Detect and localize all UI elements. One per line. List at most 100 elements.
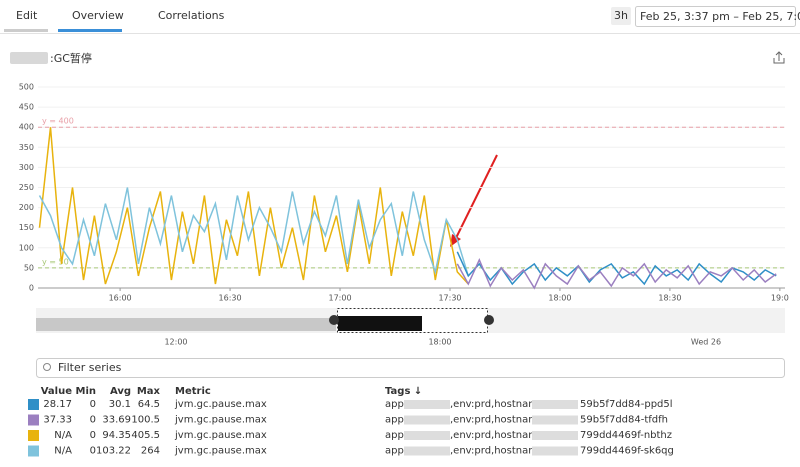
- series-line: [456, 251, 777, 286]
- share-icon[interactable]: [773, 51, 785, 64]
- tag-part: ,env:prd,hostname: [450, 446, 544, 457]
- annotation-arrowhead: [450, 234, 461, 247]
- table-cell: 103.22: [96, 446, 131, 457]
- navigator-label: Wed 26: [691, 338, 721, 347]
- chart-title: :GC暂停: [50, 51, 92, 65]
- table-cell: 264: [141, 446, 160, 457]
- y-tick-label: 300: [19, 163, 34, 172]
- tag-part: app:: [385, 446, 407, 457]
- y-tick-label: 50: [24, 263, 34, 272]
- series-swatch: [28, 445, 39, 457]
- table-cell: 33.69: [102, 415, 131, 426]
- table-header: Max: [137, 386, 161, 397]
- y-tick-label: 400: [19, 123, 34, 132]
- time-preset[interactable]: 3h: [614, 9, 628, 22]
- tag-part: 799dd4469f-sk6qg: [580, 446, 674, 457]
- navigator-handle[interactable]: [329, 315, 339, 325]
- tag-part: ,env:prd,hostname: [450, 415, 544, 426]
- table-cell: jvm.gc.pause.max: [174, 415, 267, 426]
- x-tick-label: 17:30: [438, 294, 461, 303]
- filter-box[interactable]: [36, 358, 785, 378]
- table-cell: 37.33: [43, 415, 72, 426]
- navigator-label: 12:00: [164, 338, 187, 347]
- table-header: Tags ↓: [385, 386, 422, 397]
- blurred-tag: [532, 431, 578, 440]
- series-line: [456, 258, 777, 290]
- y-tick-label: 500: [19, 83, 34, 92]
- table-cell: 0: [90, 415, 96, 426]
- table-cell: jvm.gc.pause.max: [174, 430, 267, 441]
- share-icon-path[interactable]: [773, 51, 785, 64]
- tag-part: 799dd4469f-nbthz: [580, 430, 672, 441]
- table-cell: N/A: [54, 446, 72, 457]
- time-range[interactable]: Feb 25, 3:37 pm – Feb 25, 7:01 pm: [640, 10, 800, 23]
- table-cell: jvm.gc.pause.max: [174, 446, 267, 457]
- table-cell: 0: [90, 446, 96, 457]
- y-tick-label: 350: [19, 143, 34, 152]
- table-cell: 405.5: [131, 430, 160, 441]
- navigator-handle[interactable]: [484, 315, 494, 325]
- table-cell: 0: [90, 430, 96, 441]
- tab-overview[interactable]: Overview: [72, 9, 124, 22]
- x-tick-label: 18:30: [658, 294, 681, 303]
- x-tick-label: 18:00: [548, 294, 571, 303]
- y-tick-label: 100: [19, 243, 34, 252]
- y-tick-label: 200: [19, 203, 34, 212]
- series-swatch: [28, 399, 39, 410]
- tag-part: app:: [385, 430, 407, 441]
- marker-label: y = 400: [42, 117, 74, 126]
- y-tick-label: 250: [19, 183, 34, 192]
- blurred-tag: [532, 446, 578, 456]
- table-header: Value: [41, 386, 72, 397]
- table-header: Min: [76, 386, 97, 397]
- table-cell: 30.1: [109, 399, 131, 410]
- search-icon: [43, 363, 51, 371]
- table-cell: 64.5: [138, 399, 160, 410]
- tab-correlations[interactable]: Correlations: [158, 9, 225, 22]
- blurred-tag: [404, 431, 450, 440]
- preset-box[interactable]: [611, 7, 631, 25]
- marker-label: y = 50: [42, 257, 69, 266]
- navigator-selection: [338, 316, 422, 331]
- navigator-label: 18:00: [428, 338, 451, 347]
- series-line: [38, 187, 470, 277]
- table-header: Metric: [175, 386, 211, 397]
- blurred-title-prefix: [10, 52, 48, 64]
- series-swatch: [28, 414, 39, 426]
- blurred-tag: [532, 415, 578, 425]
- blurred-tag: [404, 446, 450, 456]
- edit-tab-underline: [4, 29, 48, 32]
- tag-part: ,env:prd,hostname: [450, 430, 544, 441]
- tab-edit[interactable]: Edit: [16, 9, 38, 22]
- x-tick-label: 16:00: [109, 294, 132, 303]
- tag-part: app:: [385, 399, 407, 410]
- table-cell: jvm.gc.pause.max: [174, 399, 267, 410]
- y-tick-label: 150: [19, 223, 34, 232]
- time-range-box[interactable]: [635, 6, 796, 27]
- x-tick-label: 19:0: [771, 294, 789, 303]
- tag-part: 59b5f7dd84-tfdfh: [580, 415, 668, 426]
- x-tick-label: 17:00: [328, 294, 351, 303]
- table-header: Avg: [110, 386, 131, 397]
- annotation-arrow: [454, 154, 498, 241]
- y-tick-label: 450: [19, 103, 34, 112]
- tag-part: 59b5f7dd84-ppd5l: [580, 399, 673, 410]
- series-line: [38, 127, 469, 285]
- blurred-tag: [404, 415, 450, 425]
- y-tick-label: 0: [29, 284, 34, 293]
- navigator-history: [36, 318, 336, 331]
- tag-part: ,env:prd,hostname: [450, 399, 544, 410]
- table-cell: 94.35: [102, 430, 131, 441]
- table-cell: 0: [90, 399, 96, 410]
- overview-tab-underline: [58, 29, 122, 32]
- blurred-tag: [532, 400, 578, 409]
- table-cell: 28.17: [43, 399, 72, 410]
- blurred-tag: [404, 400, 450, 409]
- tag-part: app:: [385, 415, 407, 426]
- x-tick-label: 16:30: [219, 294, 242, 303]
- series-swatch: [28, 430, 39, 441]
- table-cell: 100.5: [131, 415, 160, 426]
- table-cell: N/A: [54, 430, 72, 441]
- filter-placeholder[interactable]: Filter series: [58, 361, 122, 374]
